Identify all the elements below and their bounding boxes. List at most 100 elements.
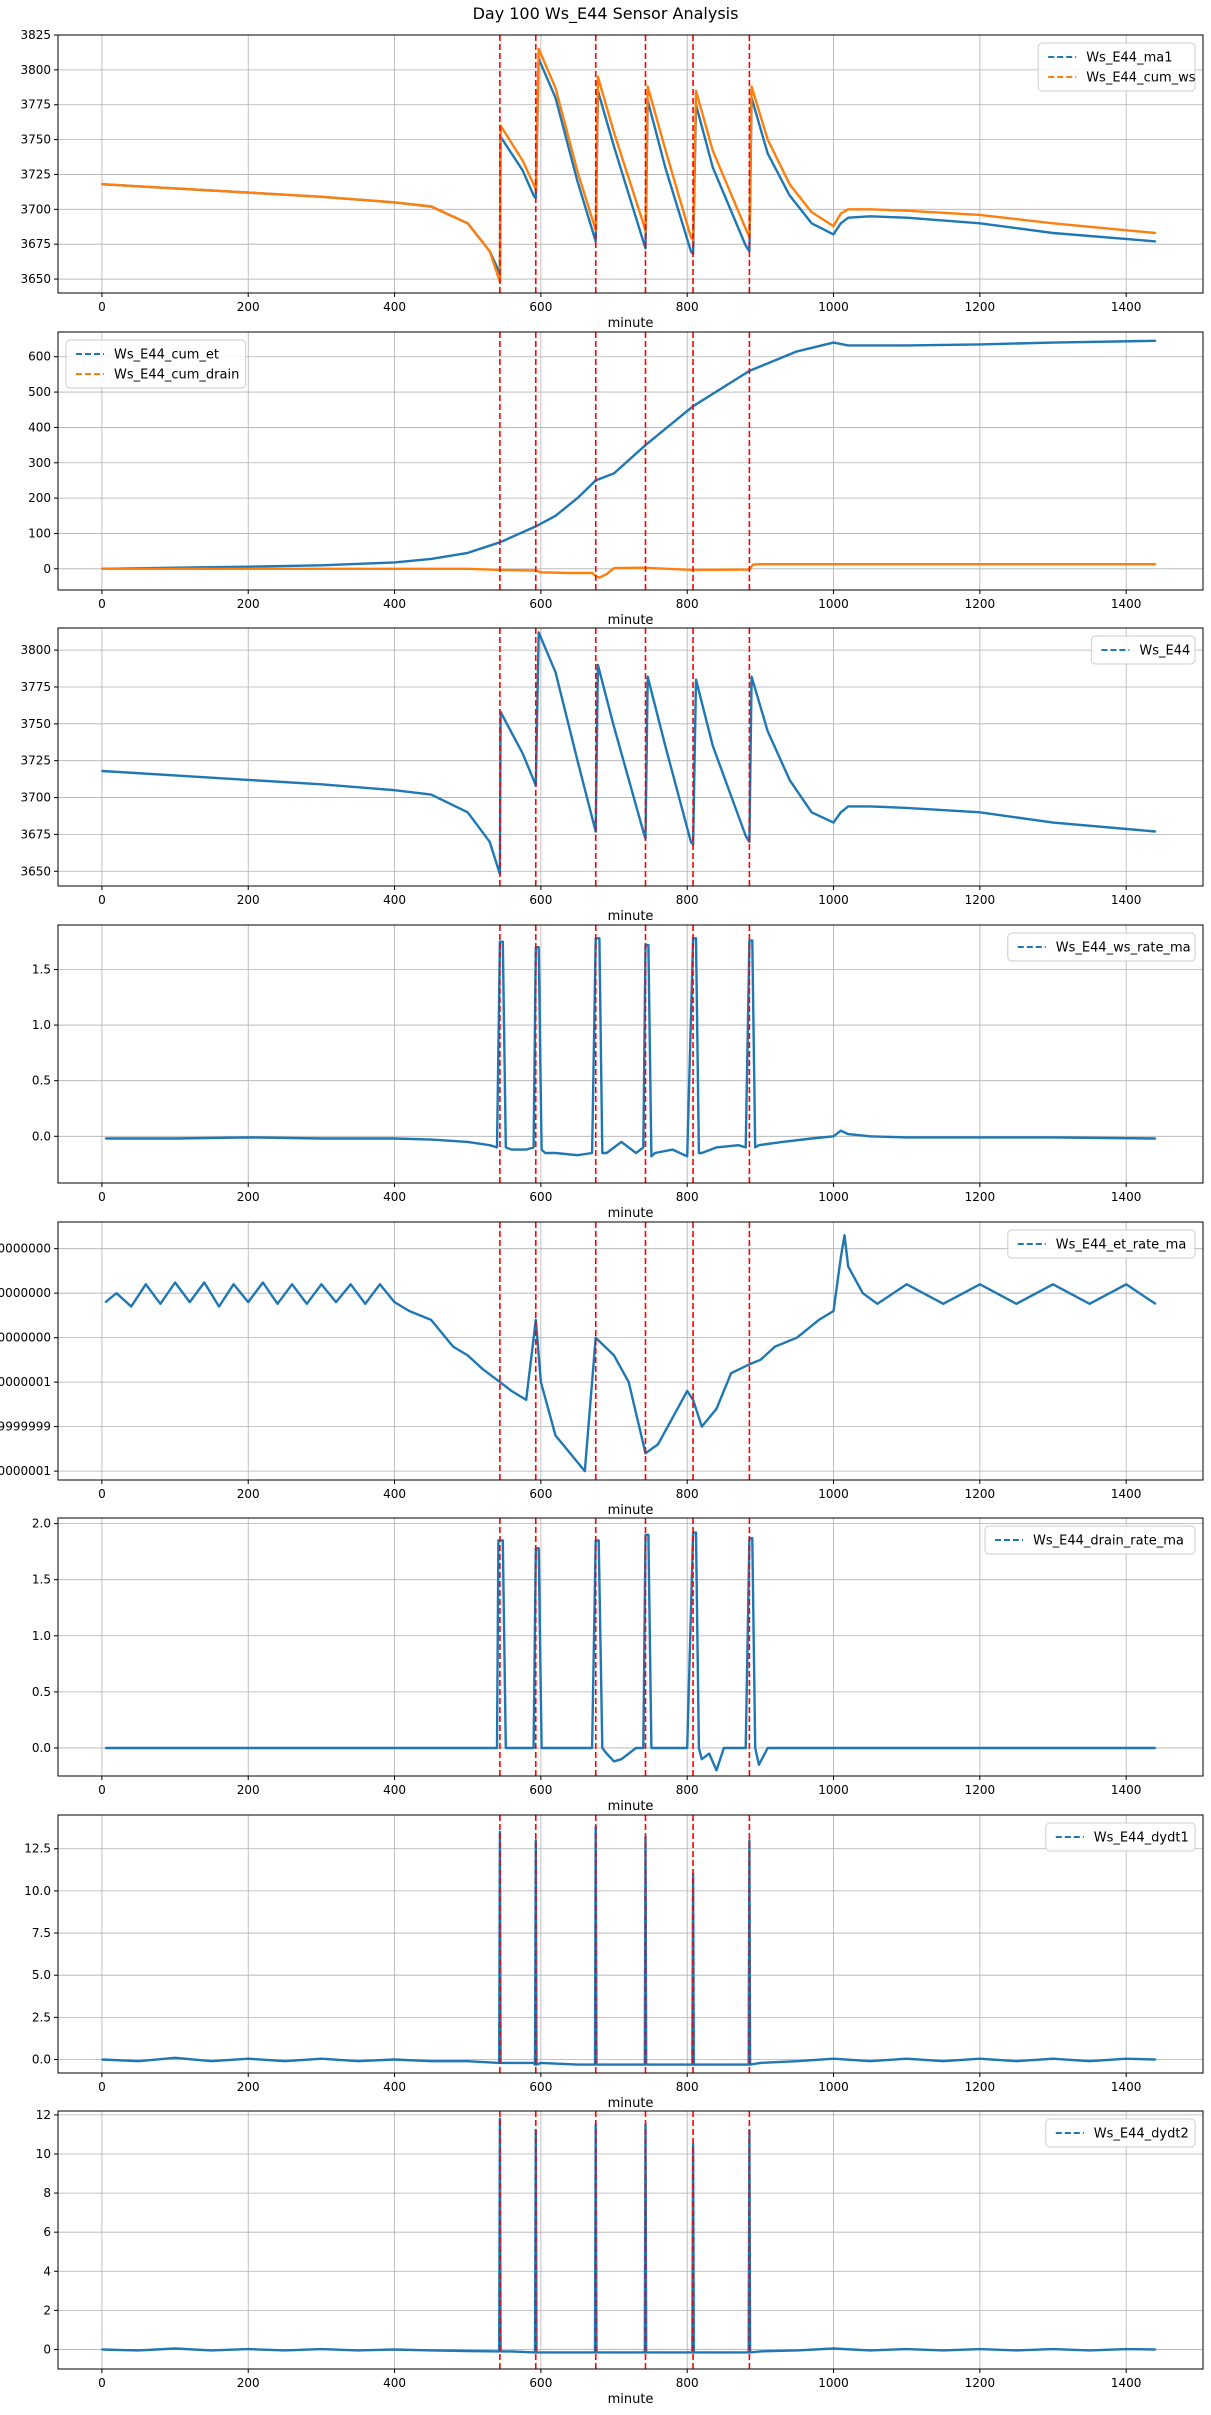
data-point	[650, 1155, 653, 1158]
data-point	[642, 222, 645, 225]
data-point	[534, 2063, 536, 2066]
data-point	[554, 96, 557, 99]
data-point	[698, 1747, 700, 1749]
data-point	[305, 1302, 308, 1305]
data-point	[700, 1425, 703, 1428]
panel-5: 0 200 400 600 800 1000 1200 1400 −0.200000000000…	[0, 1221, 1204, 1518]
data-point	[832, 1310, 835, 1312]
legend-label: Ws_E44_ws_rate_ma	[1056, 941, 1191, 956]
y-tick-label: 200	[28, 491, 51, 505]
data-point	[218, 1305, 220, 1308]
data-point	[393, 561, 396, 564]
y-tick-label: 3750	[20, 717, 51, 731]
x-tick-label: 1000	[818, 2376, 849, 2390]
data-point	[1052, 1283, 1054, 1286]
legend-box	[1090, 635, 1196, 665]
legend: Ws_E44	[1090, 635, 1196, 665]
data-point	[686, 1155, 689, 1158]
x-tick-label: 1400	[1111, 2080, 1142, 2094]
y-tick-label: −0.10000000000000001	[0, 1375, 51, 1389]
data-point	[905, 1136, 908, 1139]
x-tick-label: 800	[676, 597, 699, 611]
data-point	[664, 166, 667, 169]
data-point	[525, 1148, 528, 1151]
data-point	[488, 250, 491, 253]
panel-8: 0 200 400 600 800 1000 1200 1400 0 2 4 6 8 10 12 minute…	[36, 2108, 1204, 2407]
data-point	[832, 2347, 835, 2350]
x-tick-label: 1200	[965, 2376, 996, 2390]
data-point	[232, 1283, 235, 1286]
data-point	[979, 563, 981, 566]
data-point	[262, 1281, 264, 1284]
data-point	[613, 472, 615, 475]
x-axis-label: minute	[608, 613, 654, 628]
data-point	[576, 497, 579, 499]
y-tick-label: 3825	[20, 28, 51, 42]
y-tick-label: 3675	[20, 827, 51, 841]
data-point	[1052, 1136, 1054, 1139]
data-point	[203, 1281, 206, 1284]
panel-7: 0 200 400 600 800 1000 1200 1400 0.0 2.5 5.0 7.5 10.…	[24, 1814, 1204, 2111]
y-tick-label: 6	[43, 2225, 51, 2239]
y-tick-label: 2.5	[32, 2010, 51, 2024]
y-tick-label: 600	[28, 350, 51, 364]
x-tick-label: 0	[98, 893, 106, 907]
y-tick-label: 3675	[20, 237, 51, 251]
data-point	[869, 2060, 871, 2063]
y-tick-label: 8	[43, 2186, 51, 2200]
data-point	[847, 805, 850, 808]
data-point	[188, 1301, 191, 1303]
x-tick-label: 1200	[965, 1190, 996, 1204]
data-point	[796, 1336, 798, 1339]
data-point	[597, 664, 599, 666]
data-point	[715, 1769, 718, 1772]
data-point	[393, 201, 396, 204]
data-point	[488, 1144, 491, 1147]
data-point	[766, 138, 769, 141]
data-point	[364, 1302, 367, 1305]
data-point	[532, 779, 535, 781]
data-point	[620, 1141, 623, 1143]
data-point	[613, 2063, 615, 2066]
data-point	[832, 233, 835, 236]
data-point	[554, 514, 557, 517]
data-point	[532, 1747, 535, 1749]
data-point	[1052, 341, 1054, 344]
data-point	[504, 1146, 507, 1149]
data-point	[357, 2060, 359, 2063]
data-point	[430, 205, 432, 208]
data-point	[692, 2351, 695, 2354]
data-point	[497, 1539, 500, 1542]
data-point	[569, 572, 571, 574]
data-point	[869, 805, 871, 808]
data-point	[744, 244, 747, 247]
data-point	[1088, 2060, 1091, 2063]
data-point	[635, 1747, 637, 1749]
data-point	[101, 567, 103, 570]
data-point	[1088, 1302, 1091, 1305]
data-point	[810, 222, 813, 225]
y-tick-label: 0	[43, 2342, 51, 2356]
data-point	[1154, 1302, 1157, 1305]
data-point	[320, 564, 323, 567]
data-point	[598, 937, 601, 940]
legend-box	[65, 339, 247, 389]
series-line-Ws_E44_cum_drain	[101, 563, 1156, 579]
x-tick-label: 0	[98, 2376, 106, 2390]
x-tick-label: 400	[383, 1190, 406, 1204]
data-point	[320, 2057, 323, 2060]
data-point	[591, 1747, 593, 1749]
data-point	[690, 236, 692, 239]
data-point	[788, 779, 791, 781]
data-point	[664, 745, 667, 747]
data-point	[601, 1152, 604, 1154]
x-tick-label: 200	[237, 300, 260, 314]
data-point	[247, 567, 250, 570]
data-point	[749, 2063, 751, 2066]
x-tick-label: 1000	[818, 893, 849, 907]
data-point	[393, 1137, 396, 1140]
series-line-Ws_E44_dydt2	[101, 2117, 1156, 2354]
data-point	[544, 1152, 547, 1154]
data-point	[554, 1152, 557, 1154]
y-tick-label: 10.0	[24, 1884, 51, 1898]
